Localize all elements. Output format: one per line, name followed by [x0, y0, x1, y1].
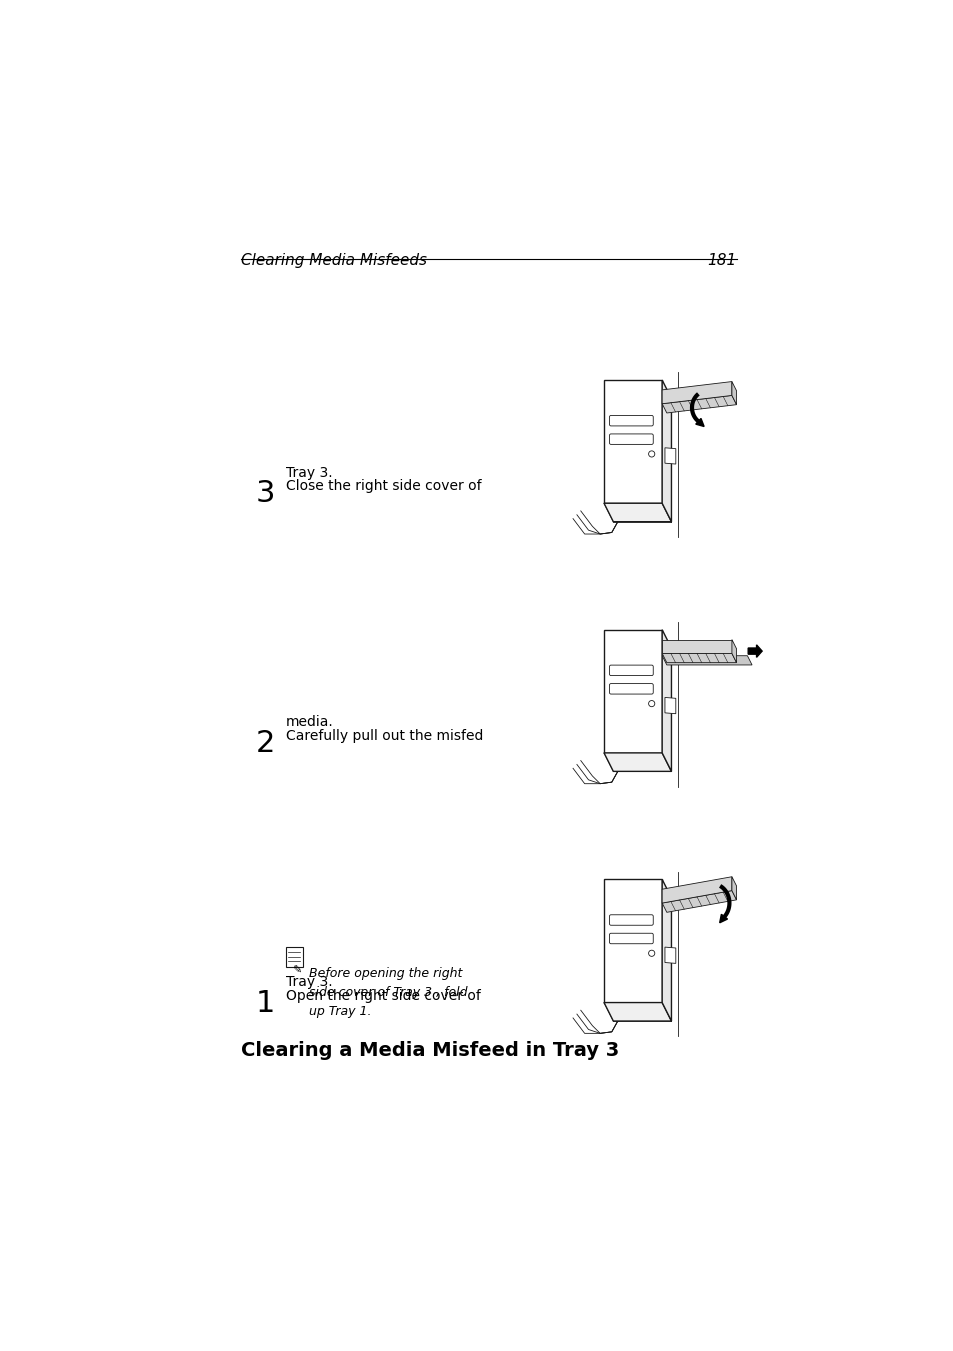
- Polygon shape: [661, 381, 731, 404]
- Text: Close the right side cover of: Close the right side cover of: [285, 480, 480, 493]
- Polygon shape: [661, 655, 751, 665]
- Polygon shape: [661, 639, 731, 654]
- Text: 181: 181: [706, 253, 736, 267]
- Polygon shape: [603, 880, 661, 1002]
- Text: ✎: ✎: [292, 965, 301, 975]
- Polygon shape: [731, 877, 736, 900]
- Polygon shape: [661, 880, 671, 1021]
- Text: Tray 3.: Tray 3.: [285, 975, 332, 989]
- Text: 2: 2: [255, 730, 275, 758]
- Polygon shape: [661, 396, 736, 413]
- Polygon shape: [661, 654, 736, 662]
- FancyBboxPatch shape: [609, 684, 653, 694]
- Polygon shape: [661, 890, 736, 912]
- Polygon shape: [603, 753, 671, 771]
- Polygon shape: [661, 877, 731, 902]
- Polygon shape: [664, 697, 675, 713]
- FancyBboxPatch shape: [609, 416, 653, 426]
- Polygon shape: [661, 630, 671, 771]
- Polygon shape: [695, 419, 703, 427]
- Text: media.: media.: [285, 715, 333, 730]
- Text: Clearing a Media Misfeed in Tray 3: Clearing a Media Misfeed in Tray 3: [241, 1042, 618, 1061]
- Polygon shape: [719, 915, 727, 923]
- Polygon shape: [664, 947, 675, 963]
- Polygon shape: [731, 381, 736, 405]
- Polygon shape: [661, 380, 671, 521]
- Polygon shape: [285, 947, 302, 967]
- Polygon shape: [747, 644, 761, 658]
- Text: Open the right side cover of: Open the right side cover of: [285, 989, 480, 1004]
- Text: 3: 3: [255, 480, 275, 508]
- Text: 1: 1: [255, 989, 275, 1019]
- FancyBboxPatch shape: [609, 665, 653, 676]
- Polygon shape: [603, 1002, 671, 1021]
- Text: Carefully pull out the misfed: Carefully pull out the misfed: [285, 730, 482, 743]
- Text: Before opening the right
side cover of Tray 3 , fold
up Tray 1.: Before opening the right side cover of T…: [309, 967, 467, 1017]
- Text: Clearing Media Misfeeds: Clearing Media Misfeeds: [241, 253, 427, 267]
- Polygon shape: [731, 639, 736, 662]
- Text: Tray 3.: Tray 3.: [285, 466, 332, 480]
- Polygon shape: [664, 447, 675, 463]
- FancyBboxPatch shape: [609, 915, 653, 925]
- Polygon shape: [603, 503, 671, 521]
- Polygon shape: [603, 630, 661, 753]
- Polygon shape: [603, 380, 661, 503]
- FancyBboxPatch shape: [609, 934, 653, 944]
- FancyBboxPatch shape: [609, 434, 653, 444]
